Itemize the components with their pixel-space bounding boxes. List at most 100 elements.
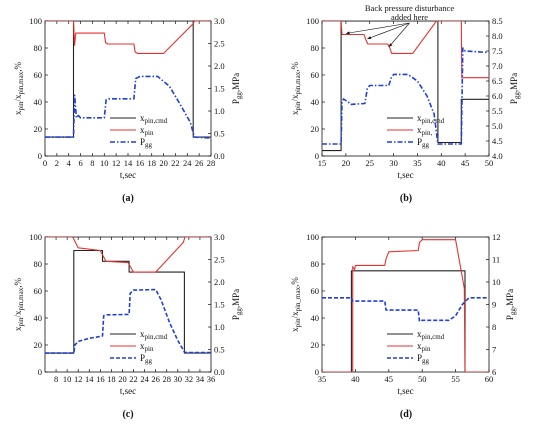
x-tick-label: 18 bbox=[107, 374, 116, 384]
y2-tick-label: 2.5 bbox=[214, 39, 225, 49]
y-tick-label: 0 bbox=[38, 367, 42, 377]
legend-label: xpin,cmd bbox=[417, 113, 445, 125]
y2-tick-label: 10 bbox=[492, 277, 501, 287]
x-tick-label: 20 bbox=[159, 158, 168, 168]
y-axis-label: xpin/xpin_max,% bbox=[290, 277, 302, 332]
y2-tick-label: 8.0 bbox=[492, 31, 503, 41]
annotation-line-1: Back pressure disturbance bbox=[365, 3, 454, 13]
annotation-line-2: added here bbox=[391, 12, 428, 22]
x-tick-label: 60 bbox=[485, 374, 494, 384]
y-tick-label: 0 bbox=[315, 367, 319, 377]
plot-area bbox=[45, 21, 211, 139]
plot-frame bbox=[321, 20, 490, 157]
y2-tick-label: 7 bbox=[492, 345, 496, 355]
x-tick-label: 4 bbox=[67, 158, 72, 168]
x-tick-label: 50 bbox=[485, 158, 494, 168]
x-axis-label: t,sec bbox=[120, 386, 136, 396]
x-tick-label: 35 bbox=[318, 374, 327, 384]
y2-tick-label: 9 bbox=[492, 300, 496, 310]
y-tick-label: 80 bbox=[34, 43, 43, 53]
x-tick-label: 24 bbox=[140, 374, 149, 384]
y-tick-label: 0 bbox=[38, 151, 42, 161]
y-axis-label-group: xpin/xpin,max,% bbox=[290, 62, 302, 115]
x-tick-label: 18 bbox=[147, 158, 156, 168]
y2-tick-label: 12 bbox=[492, 232, 501, 242]
plot-frame bbox=[44, 20, 212, 157]
y2-tick-label: 2.5 bbox=[214, 255, 225, 265]
y2-tick-label: 6.5 bbox=[492, 76, 503, 86]
x-tick-label: 15 bbox=[318, 158, 327, 168]
series-line-pgg bbox=[45, 288, 211, 354]
y-tick-label: 100 bbox=[29, 16, 42, 26]
y2-axis-label: Pgg,MPa bbox=[509, 73, 521, 104]
y2-tick-label: 8 bbox=[492, 322, 496, 332]
x-tick-label: 12 bbox=[74, 374, 83, 384]
y2-axis-label-group: Pgg,MPa bbox=[505, 289, 517, 320]
annotation-arrow bbox=[388, 22, 410, 48]
y-tick-label: 20 bbox=[34, 340, 43, 350]
y2-tick-label: 2.0 bbox=[214, 277, 225, 287]
legend-label: xpin,cmd bbox=[140, 113, 168, 125]
y-tick-label: 40 bbox=[311, 313, 320, 323]
panel-b-chart: 15 20 25 30 35 40 45 50 0 20 40 60 80 100 4.0 4.5 5.0 5.5… bbox=[290, 3, 521, 204]
y2-tick-label: 5.5 bbox=[492, 106, 503, 116]
y-tick-label: 20 bbox=[311, 340, 320, 350]
y2-tick-label: 1.0 bbox=[214, 322, 225, 332]
x-tick-label: 28 bbox=[162, 374, 171, 384]
y2-tick-label: 0.5 bbox=[214, 129, 225, 139]
x-tick-label: 20 bbox=[118, 374, 127, 384]
y2-tick-label: 8.5 bbox=[492, 16, 503, 26]
panel-label: (a) bbox=[122, 193, 134, 204]
x-tick-label: 16 bbox=[136, 158, 145, 168]
panel-d-chart: 35 40 45 50 55 60 0 20 40 60 80 100 6 7 8 9 10 11 12 t,sec x… bbox=[290, 232, 517, 420]
legend-label: Pgg bbox=[140, 137, 153, 149]
x-axis-label: t,sec bbox=[120, 170, 136, 180]
y-tick-label: 20 bbox=[34, 124, 43, 134]
x-axis-label: t,sec bbox=[397, 386, 413, 396]
y2-tick-label: 11 bbox=[492, 255, 500, 265]
y2-tick-label: 3.0 bbox=[214, 232, 225, 242]
annotation-arrowhead bbox=[345, 31, 350, 35]
panel-a-chart: 0 2 4 6 8 10 12 14 16 18 20 22 24 26 280204060801000.0… bbox=[13, 16, 243, 204]
y2-tick-label: 4.0 bbox=[492, 151, 503, 161]
x-tick-label: 28 bbox=[207, 158, 216, 168]
x-tick-label: 40 bbox=[437, 158, 446, 168]
annotation-arrow bbox=[367, 22, 410, 40]
series-line-pgg bbox=[45, 75, 211, 139]
plot-area bbox=[322, 239, 489, 372]
x-tick-label: 35 bbox=[413, 158, 422, 168]
legend-label: xpin, bbox=[417, 125, 432, 137]
y-tick-label: 100 bbox=[306, 232, 319, 242]
x-tick-label: 22 bbox=[129, 374, 138, 384]
y-axis-label: xpin/xpin,max,% bbox=[13, 62, 25, 115]
y2-tick-label: 1.5 bbox=[214, 84, 225, 94]
legend-label: Pgg bbox=[140, 353, 153, 365]
x-tick-label: 30 bbox=[389, 158, 398, 168]
x-tick-label: 30 bbox=[174, 374, 183, 384]
panel-c-chart: 8 10 12 14 16 18 20 22 24 26 28 30 32 34 3602040608010… bbox=[13, 232, 243, 420]
y2-tick-label: 5.0 bbox=[492, 121, 503, 131]
plot-area bbox=[322, 21, 489, 152]
y2-tick-label: 6.0 bbox=[492, 91, 503, 101]
x-tick-label: 55 bbox=[451, 374, 460, 384]
y-tick-label: 40 bbox=[34, 313, 43, 323]
x-tick-label: 6 bbox=[78, 158, 82, 168]
plot-area bbox=[45, 237, 211, 354]
y-axis-label-group: xpin/xpin,max,% bbox=[13, 62, 25, 115]
legend-label: Pgg bbox=[417, 353, 430, 365]
y-tick-label: 100 bbox=[29, 232, 42, 242]
y2-axis-label: Pgg,MPa bbox=[505, 289, 517, 320]
y-tick-label: 40 bbox=[34, 97, 43, 107]
y2-tick-label: 7.5 bbox=[492, 46, 503, 56]
annotation-arrowhead bbox=[388, 43, 393, 47]
x-tick-label: 22 bbox=[171, 158, 180, 168]
annotation-arrow bbox=[345, 22, 410, 34]
x-tick-label: 14 bbox=[124, 158, 133, 168]
y-axis-label: xpin/xpin,max,% bbox=[13, 278, 25, 331]
x-tick-label: 8 bbox=[90, 158, 94, 168]
x-tick-label: 8 bbox=[54, 374, 58, 384]
series-line-xpin-cmd bbox=[45, 249, 211, 354]
x-tick-label: 10 bbox=[63, 374, 72, 384]
x-axis-label: t,sec bbox=[397, 170, 413, 180]
